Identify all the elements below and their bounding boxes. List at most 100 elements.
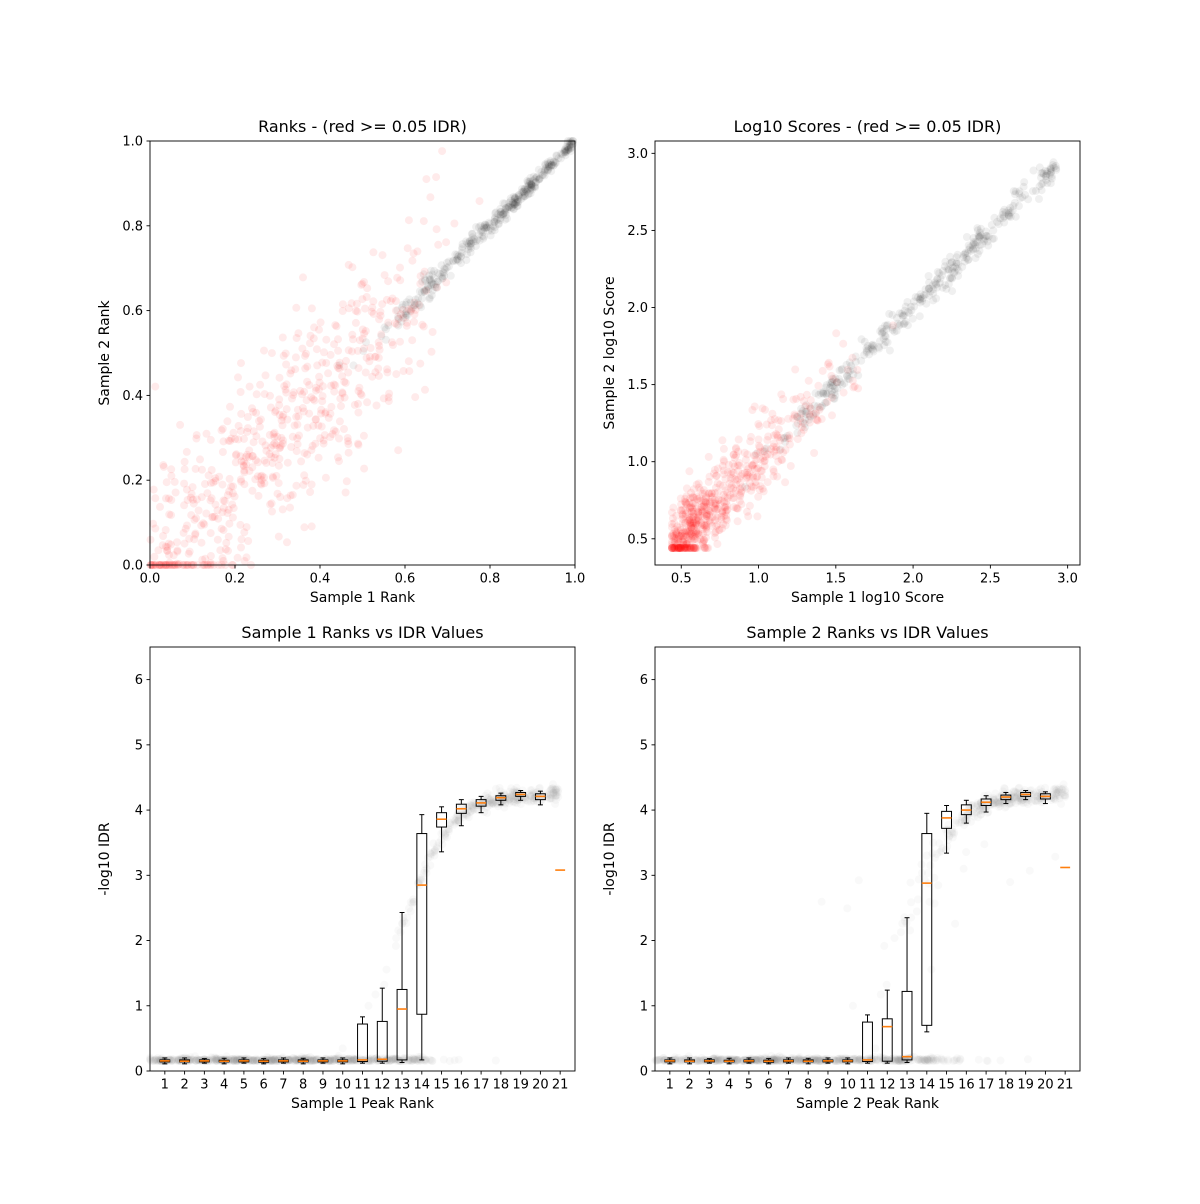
rank-scatter-points bbox=[146, 137, 578, 569]
sample2-rank-idr-yticklabel: 3 bbox=[640, 869, 648, 884]
sample1-rank-idr-xticklabel: 11 bbox=[354, 1078, 371, 1093]
chart-sample1-rank-idr: 1 2 3 4 5 6 7 8 9 10 11 12 13 14 15 16 17 18 19 20 210123456… bbox=[97, 623, 576, 1112]
sample2-rank-idr-xticklabel: 21 bbox=[1057, 1078, 1074, 1093]
sample2-rank-idr-xticklabel: 18 bbox=[998, 1078, 1015, 1093]
sample1-rank-idr-title: Sample 1 Ranks vs IDR Values bbox=[241, 623, 483, 642]
rank-scatter-xticklabel: 0.2 bbox=[225, 572, 246, 587]
sample2-rank-idr-xticklabel: 6 bbox=[765, 1078, 773, 1093]
sample1-rank-idr-ylabel: -log10 IDR bbox=[97, 822, 113, 896]
score-scatter-yticklabel: 1.0 bbox=[627, 455, 648, 470]
sample2-rank-idr-xticklabel: 11 bbox=[859, 1078, 876, 1093]
sample1-rank-idr-xticklabel: 4 bbox=[220, 1078, 228, 1093]
rank-scatter-yticklabel: 1.0 bbox=[122, 135, 143, 150]
rank-scatter-yticklabel: 0.6 bbox=[122, 304, 143, 319]
sample1-rank-idr-yticklabel: 5 bbox=[135, 738, 143, 753]
sample2-rank-idr-xticklabel: 12 bbox=[879, 1078, 896, 1093]
sample2-rank-idr-yticklabel: 1 bbox=[640, 999, 648, 1014]
sample2-rank-idr-yticklabel: 6 bbox=[640, 673, 648, 688]
rank-scatter-yticklabel: 0.2 bbox=[122, 474, 143, 489]
sample2-rank-idr-xticklabel: 16 bbox=[958, 1078, 975, 1093]
score-scatter-xticklabel: 3.0 bbox=[1057, 572, 1078, 587]
sample1-rank-idr-xticklabel: 14 bbox=[414, 1078, 431, 1093]
sample2-rank-idr-yticklabel: 2 bbox=[640, 934, 648, 949]
sample2-rank-idr-xticklabel: 4 bbox=[725, 1078, 733, 1093]
sample1-rank-idr-xticklabel: 10 bbox=[334, 1078, 351, 1093]
sample1-rank-idr-xticklabel: 19 bbox=[512, 1078, 529, 1093]
sample2-rank-idr-yticklabel: 0 bbox=[640, 1065, 648, 1080]
sample2-rank-idr-boxes bbox=[664, 790, 1071, 1065]
score-scatter-xticklabel: 1.5 bbox=[825, 572, 846, 587]
sample1-rank-idr-ticks bbox=[146, 679, 561, 1075]
rank-scatter-irreproducible-idr-ge-0.05 bbox=[146, 147, 484, 569]
sample1-rank-idr-yticklabel: 6 bbox=[135, 673, 143, 688]
sample2-rank-idr-xticklabel: 5 bbox=[745, 1078, 753, 1093]
sample2-rank-idr-ylabel: -log10 IDR bbox=[602, 822, 618, 896]
sample1-rank-idr-xticklabel: 5 bbox=[240, 1078, 248, 1093]
sample2-rank-idr-points bbox=[651, 780, 1071, 1066]
sample1-rank-idr-xticklabel: 18 bbox=[493, 1078, 510, 1093]
rank-scatter-spines bbox=[149, 140, 576, 566]
sample1-rank-idr-yticklabel: 2 bbox=[135, 934, 143, 949]
score-scatter-irreproducible-idr-ge-0.05 bbox=[668, 321, 898, 552]
score-scatter-yticklabel: 2.0 bbox=[627, 301, 648, 316]
rank-scatter-ylabel: Sample 2 Rank bbox=[97, 299, 113, 405]
sample2-rank-idr-xticklabel: 20 bbox=[1037, 1078, 1054, 1093]
sample2-rank-idr-xticklabel: 14 bbox=[919, 1078, 936, 1093]
score-scatter-yticklabel: 3.0 bbox=[627, 147, 648, 162]
score-scatter-xticklabel: 2.5 bbox=[980, 572, 1001, 587]
score-scatter-xlabel: Sample 1 log10 Score bbox=[791, 590, 944, 606]
sample1-rank-idr-xticklabel: 9 bbox=[319, 1078, 327, 1093]
sample1-rank-idr-xticklabel: 12 bbox=[374, 1078, 391, 1093]
sample2-rank-idr-xticklabel: 1 bbox=[666, 1078, 674, 1093]
rank-scatter-title: Ranks - (red >= 0.05 IDR) bbox=[258, 117, 467, 136]
sample1-rank-idr-xlabel: Sample 1 Peak Rank bbox=[291, 1096, 435, 1112]
sample1-rank-idr-xticklabel: 21 bbox=[552, 1078, 569, 1093]
sample1-rank-idr-xticklabel: 17 bbox=[473, 1078, 490, 1093]
sample2-rank-idr-xticklabel: 3 bbox=[705, 1078, 713, 1093]
sample1-rank-idr-xticklabel: 15 bbox=[433, 1078, 450, 1093]
sample2-rank-idr-ticks bbox=[651, 679, 1066, 1075]
score-scatter-ylabel: Sample 2 log10 Score bbox=[602, 276, 618, 429]
score-scatter-ticks bbox=[651, 152, 1069, 569]
sample2-rank-idr-xticklabel: 10 bbox=[839, 1078, 856, 1093]
score-scatter-points bbox=[668, 158, 1061, 552]
sample1-rank-idr-boxes bbox=[159, 790, 566, 1065]
rank-scatter-yticklabel: 0.8 bbox=[122, 219, 143, 234]
sample2-rank-idr-xticklabel: 8 bbox=[804, 1078, 812, 1093]
rank-scatter-xticklabel: 0.4 bbox=[310, 572, 331, 587]
sample2-rank-idr-yticklabel: 5 bbox=[640, 738, 648, 753]
score-scatter-xticklabel: 0.5 bbox=[671, 572, 692, 587]
rank-scatter-xticklabel: 1.0 bbox=[565, 572, 586, 587]
score-scatter-title: Log10 Scores - (red >= 0.05 IDR) bbox=[734, 117, 1002, 136]
rank-scatter-xticklabel: 0.0 bbox=[140, 572, 161, 587]
sample2-rank-idr-xticklabel: 9 bbox=[824, 1078, 832, 1093]
sample1-rank-idr-xticklabel: 20 bbox=[532, 1078, 549, 1093]
sample2-rank-idr-xlabel: Sample 2 Peak Rank bbox=[796, 1096, 940, 1112]
sample1-rank-idr-xticklabel: 2 bbox=[180, 1078, 188, 1093]
score-scatter-xticklabel: 1.0 bbox=[748, 572, 769, 587]
rank-scatter-ticks bbox=[146, 140, 576, 569]
score-scatter-yticklabel: 2.5 bbox=[627, 224, 648, 239]
rank-scatter-yticklabel: 0.0 bbox=[122, 559, 143, 574]
sample2-rank-idr-yticklabel: 4 bbox=[640, 804, 648, 819]
score-scatter-spines bbox=[654, 140, 1081, 566]
sample2-rank-idr-xticklabel: 7 bbox=[784, 1078, 792, 1093]
score-scatter-yticklabel: 0.5 bbox=[627, 532, 648, 547]
sample2-rank-idr-xticklabel: 13 bbox=[899, 1078, 916, 1093]
score-scatter-yticklabel: 1.5 bbox=[627, 378, 648, 393]
sample1-rank-idr-xticklabel: 8 bbox=[299, 1078, 307, 1093]
rank-scatter-yticklabel: 0.4 bbox=[122, 389, 143, 404]
rank-scatter-xlabel: Sample 1 Rank bbox=[310, 590, 416, 606]
sample2-rank-idr-xticklabel: 2 bbox=[685, 1078, 693, 1093]
rank-scatter-reproducible-idr-lt-0.05 bbox=[335, 137, 578, 370]
chart-rank-scatter: 0.0 0.2 0.4 0.6 0.8 1.0 0.0 0.2 0.4 0.6 0.8 1.0 Rank… bbox=[97, 117, 585, 606]
sample1-rank-idr-points bbox=[146, 780, 566, 1066]
sample2-rank-idr-xticklabel: 15 bbox=[938, 1078, 955, 1093]
sample1-rank-idr-yticklabel: 1 bbox=[135, 999, 143, 1014]
sample1-rank-idr-xticklabel: 1 bbox=[161, 1078, 169, 1093]
sample1-rank-idr-xticklabel: 13 bbox=[394, 1078, 411, 1093]
score-scatter-xticklabel: 2.0 bbox=[903, 572, 924, 587]
rank-scatter-xticklabel: 0.6 bbox=[395, 572, 416, 587]
